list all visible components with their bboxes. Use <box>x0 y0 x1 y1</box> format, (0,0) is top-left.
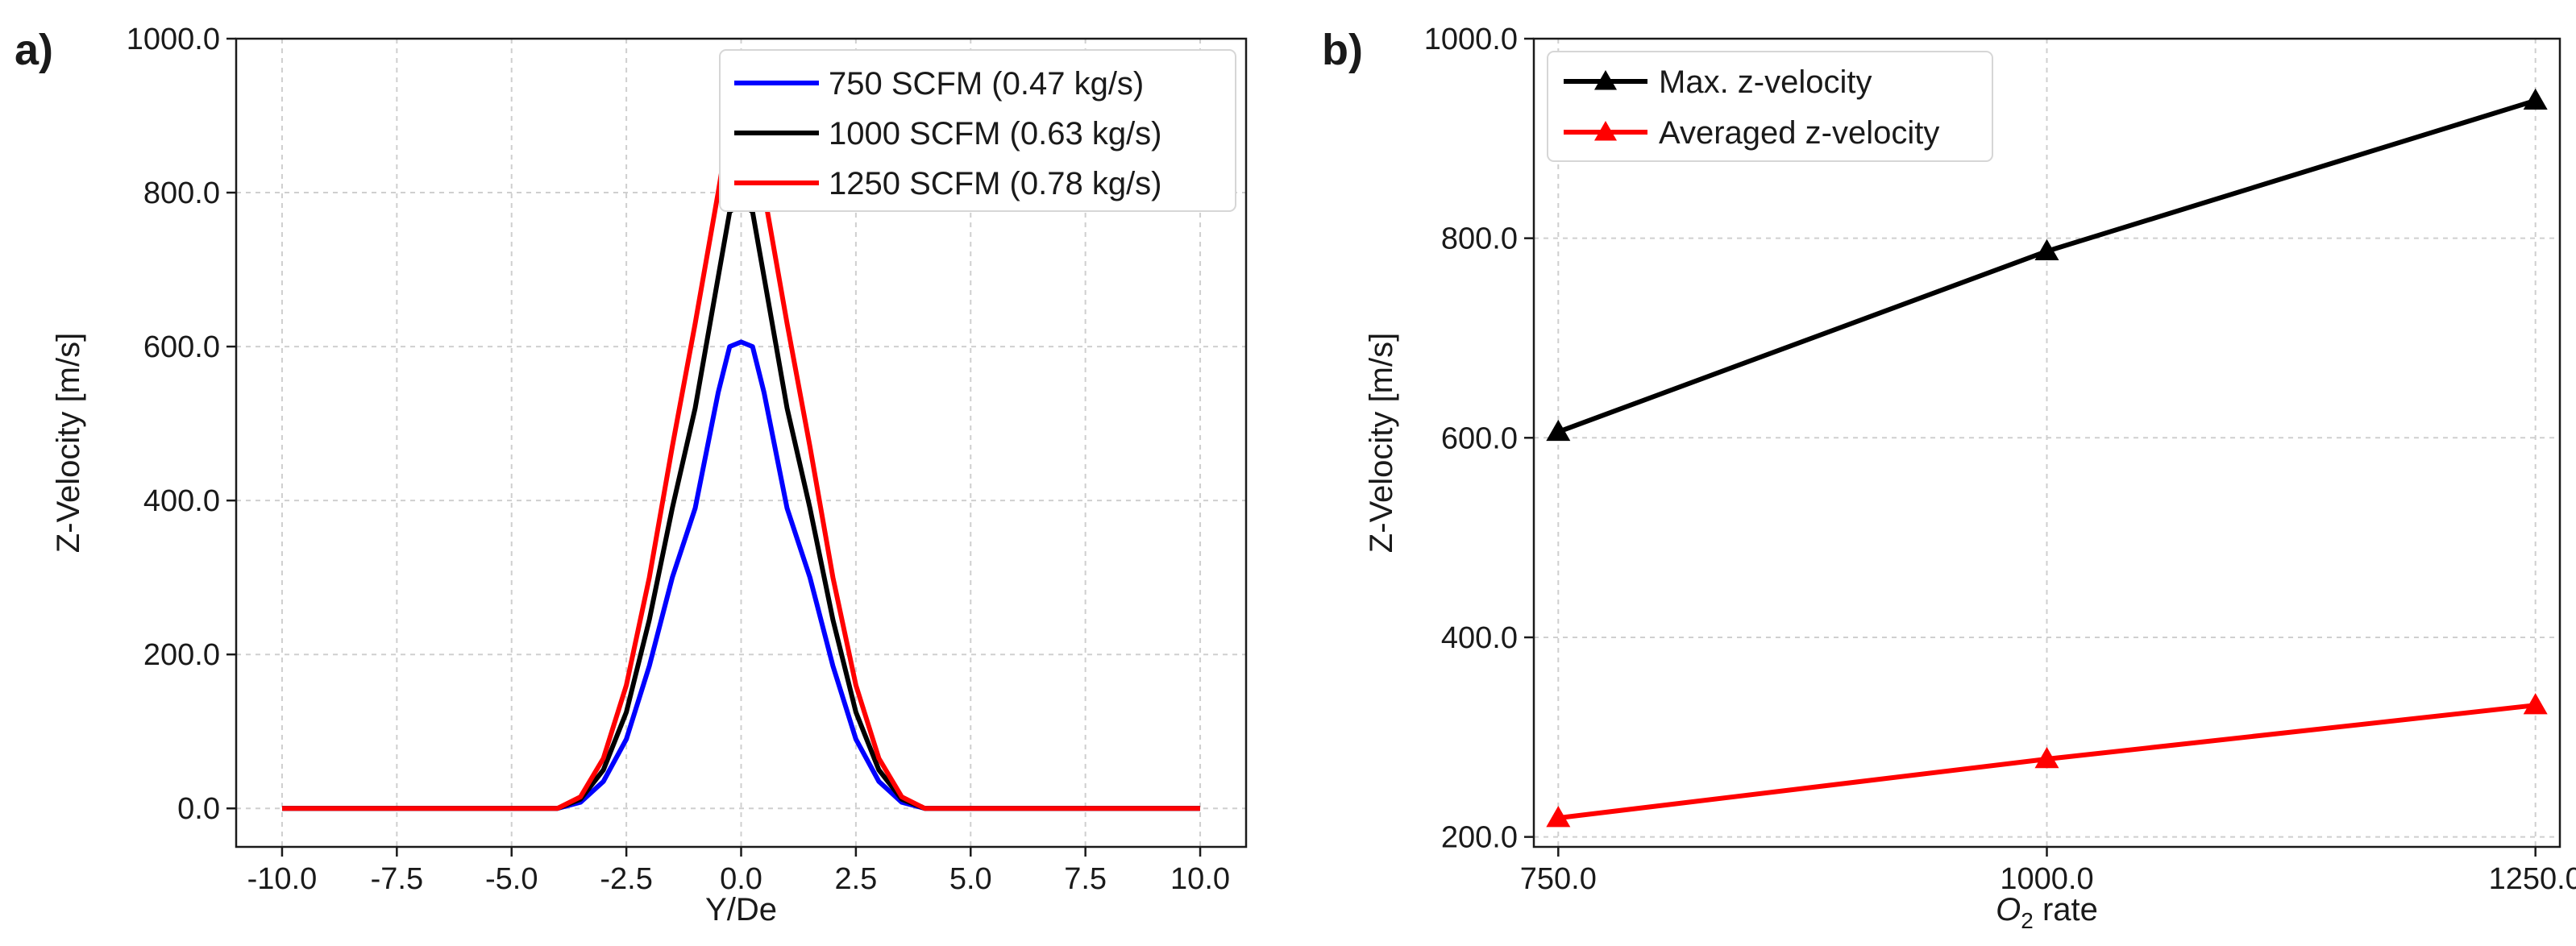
data-point-marker <box>2034 239 2059 261</box>
x-tick-label: 750.0 <box>1520 862 1597 896</box>
panel-a-line-chart: a) -10.0 -7.5 -5.0 -2.5 0.0 2.5 5.0 7.5 10.0 0.0 20… <box>15 23 1248 927</box>
y-tick-label: 400.0 <box>1441 621 1518 655</box>
data-point-marker <box>2034 747 2059 769</box>
y-tick-label: 200.0 <box>143 638 220 672</box>
x-tick-label: -7.5 <box>371 862 423 896</box>
legend-label-1: 1000 SCFM (0.63 kg/s) <box>829 116 1162 151</box>
legend-box <box>1547 51 1993 162</box>
legend-swatch-marker-1 <box>1594 121 1617 141</box>
data-point-marker <box>2523 693 2548 715</box>
legend-label-2: 1250 SCFM (0.78 kg/s) <box>829 166 1162 201</box>
x-tick-label: 2.5 <box>834 862 877 896</box>
y-tick-label: 600.0 <box>1441 421 1518 455</box>
x-tick-label: 0.0 <box>720 862 762 896</box>
data-point-marker <box>1546 419 1571 442</box>
x-axis-label-main: O <box>1996 892 2021 927</box>
data-point-marker <box>1546 806 1571 828</box>
series-line-0 <box>282 339 1200 811</box>
y-tick-label: 600.0 <box>143 330 220 364</box>
y-axis-label: Z-Velocity [m/s] <box>1364 333 1399 553</box>
x-tick-label: 1250.0 <box>2489 862 2576 896</box>
x-tick-label: -2.5 <box>600 862 652 896</box>
y-axis-label: Z-Velocity [m/s] <box>51 333 86 553</box>
x-tick-label: -5.0 <box>485 862 538 896</box>
x-tick-label: 5.0 <box>949 862 992 896</box>
x-tick-label: 7.5 <box>1064 862 1107 896</box>
y-tick-label: 0.0 <box>177 792 220 826</box>
y-tick-label: 1000.0 <box>1424 23 1518 56</box>
legend: 750 SCFM (0.47 kg/s) 1000 SCFM (0.63 kg/s… <box>719 49 1236 212</box>
panel-b-line-chart: b) 750.0 1000.0 1250.0 200.0 400.0 600.0 800.0 1… <box>1322 23 2576 933</box>
legend-label-1: Averaged z-velocity <box>1659 115 1939 151</box>
legend-label-0: 750 SCFM (0.47 kg/s) <box>829 66 1144 102</box>
panel-b-label: b) <box>1322 26 1363 74</box>
legend-box <box>719 49 1236 212</box>
x-tick-label: -10.0 <box>247 862 318 896</box>
y-tick-label: 800.0 <box>1441 222 1518 256</box>
x-axis-label: O2 rate <box>1996 892 2098 933</box>
y-tick-label: 400.0 <box>143 484 220 518</box>
x-tick-label: 1000.0 <box>2000 862 2093 896</box>
y-tick-label: 200.0 <box>1441 821 1518 855</box>
x-tick-label: 10.0 <box>1170 862 1230 896</box>
legend-swatch-marker-0 <box>1594 70 1617 90</box>
panel-a-label: a) <box>15 26 53 74</box>
legend: Max. z-velocity Averaged z-velocity <box>1547 51 1993 162</box>
x-axis-label-rest: rate <box>2034 892 2098 927</box>
x-axis-label: Y/De <box>705 892 777 927</box>
data-point-marker <box>2523 88 2548 110</box>
y-tick-label: 800.0 <box>143 176 220 210</box>
y-tick-label: 1000.0 <box>127 23 220 56</box>
legend-label-0: Max. z-velocity <box>1659 64 1872 100</box>
x-axis-label-subscript: 2 <box>2021 908 2034 933</box>
